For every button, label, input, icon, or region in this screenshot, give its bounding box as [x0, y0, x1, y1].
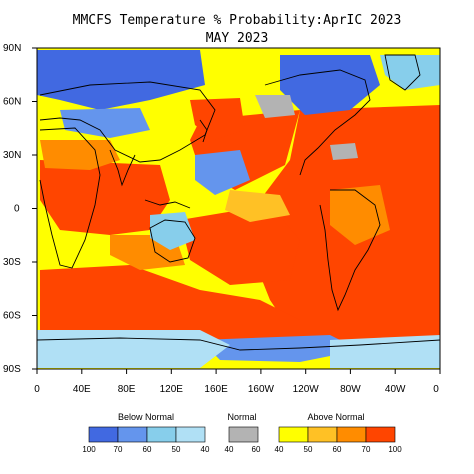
coastline-eurasia: [39, 81, 216, 163]
coastline-japan: [199, 119, 208, 143]
legend-normal-swatches: [228, 426, 259, 443]
lon-label-0-east: 0: [433, 384, 439, 395]
moderate-above-region-3: [330, 185, 390, 245]
legend-above-swatch: [278, 426, 309, 443]
lon-label-120w: 120W: [293, 384, 320, 395]
lon-label-0: 0: [34, 384, 40, 395]
chart-title: MMCFS Temperature % Probability:AprIC 20…: [72, 13, 402, 28]
below-normal-region-siberia: [60, 108, 150, 138]
legend-normal-label: Normal: [227, 412, 256, 422]
lat-labels: 90N 60N 30N 0 30S 60S 90S: [3, 43, 21, 375]
lat-label-90s: 90S: [3, 364, 21, 375]
above-normal-region-south-pacific: [180, 205, 300, 285]
legend-below-swatch: [88, 426, 119, 443]
legend-below-ticks: 100 70 60 50 40: [82, 445, 210, 454]
legend-below-tick: 60: [143, 445, 152, 454]
lat-label-90n: 90N: [3, 43, 21, 54]
lon-label-160e: 160E: [204, 384, 228, 395]
legend-above-tick: 50: [304, 445, 313, 454]
above-normal-region-indian: [40, 160, 170, 235]
lat-label-30n: 30N: [3, 150, 21, 161]
coastline-australia: [149, 219, 196, 263]
lon-label-160w: 160W: [248, 384, 275, 395]
legend-below-tick: 100: [82, 445, 96, 454]
moderate-above-region-1: [40, 140, 120, 170]
lon-label-120e: 120E: [160, 384, 184, 395]
above-normal-region-southern: [40, 265, 440, 345]
lat-label-0: 0: [14, 204, 20, 215]
lon-labels: 0 40E 80E 120E 160E 160W 120W 80W 40W 0: [34, 384, 439, 395]
legend-normal-ticks: 40 60: [225, 445, 261, 454]
coastlines: [36, 54, 441, 351]
below-normal-region-antarctic-coast: [37, 330, 230, 368]
legend-above-tick: 100: [388, 445, 402, 454]
legend-below-swatch: [146, 426, 177, 443]
legend-normal-swatch: [228, 426, 259, 443]
near-normal-region-1: [255, 95, 295, 118]
coastline-antarctica: [36, 337, 441, 351]
legend-below-swatch: [117, 426, 148, 443]
legend-below-swatch: [175, 426, 206, 443]
lon-label-40e: 40E: [73, 384, 91, 395]
coastline-south-america: [319, 189, 381, 312]
legend-above-tick: 60: [333, 445, 342, 454]
below-normal-region-north: [37, 50, 205, 110]
coastline-greenland: [384, 54, 421, 91]
coastline-indonesia: [144, 199, 191, 209]
near-normal-region-2: [330, 143, 358, 160]
legend-above-swatches: [278, 426, 396, 443]
above-normal-region-east-asia: [190, 98, 245, 140]
lat-label-60s: 60S: [3, 311, 21, 322]
legend-below-swatches: [88, 426, 206, 443]
lat-ticks: [32, 47, 37, 370]
legend-below-tick: 70: [114, 445, 123, 454]
legend-below-normal-label: Below Normal: [118, 412, 174, 422]
below-normal-region-antarctic-coast-east: [330, 335, 440, 368]
legend-above-tick: 70: [362, 445, 371, 454]
legend-normal-tick: 40: [225, 445, 234, 454]
legend-above-swatch: [365, 426, 396, 443]
coastline-north-america: [264, 69, 371, 176]
below-normal-region-north-pacific: [195, 150, 250, 195]
legend-above-swatch: [307, 426, 338, 443]
lat-label-30s: 30S: [3, 257, 21, 268]
below-normal-region-arctic-east: [380, 55, 440, 90]
lon-ticks: [36, 369, 441, 374]
coastline-africa: [39, 127, 101, 269]
legend-above-swatch: [336, 426, 367, 443]
legend-above-normal-label: Above Normal: [307, 412, 364, 422]
lon-label-80e: 80E: [118, 384, 136, 395]
lon-label-40w: 40W: [385, 384, 406, 395]
legend-above-tick: 40: [275, 445, 284, 454]
legend-below-tick: 50: [172, 445, 181, 454]
coastline-india: [109, 149, 136, 187]
moderate-above-region-4: [225, 190, 290, 222]
legend: Below Normal Normal Above Normal 100 70 …: [82, 412, 402, 454]
legend-above-ticks: 40 50 60 70 100: [275, 445, 403, 454]
lon-label-80w: 80W: [340, 384, 361, 395]
map-area: [32, 47, 441, 374]
legend-below-tick: 40: [201, 445, 210, 454]
lat-label-60n: 60N: [3, 97, 21, 108]
below-normal-region-north-america: [280, 55, 380, 115]
legend-normal-tick: 60: [252, 445, 261, 454]
chart-subtitle: MAY 2023: [205, 31, 269, 46]
